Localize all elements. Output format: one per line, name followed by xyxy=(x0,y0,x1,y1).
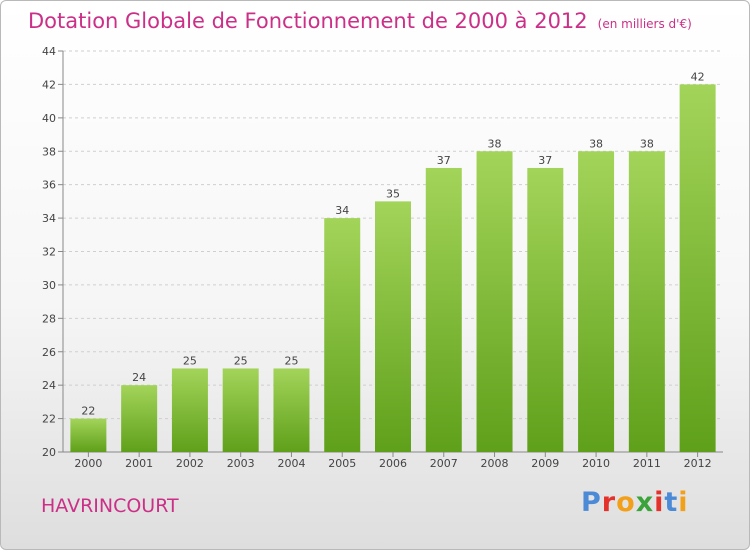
bar xyxy=(222,368,259,452)
bar xyxy=(324,218,361,452)
bar-value-label: 25 xyxy=(183,354,197,367)
y-tick-label: 26 xyxy=(42,346,56,359)
y-tick-label: 28 xyxy=(42,312,56,325)
bar-value-label: 38 xyxy=(640,137,654,150)
x-tick-label: 2003 xyxy=(227,457,255,470)
bar-value-label: 25 xyxy=(234,354,248,367)
x-tick-label: 2010 xyxy=(582,457,610,470)
y-tick-label: 22 xyxy=(42,413,56,426)
y-tick-label: 32 xyxy=(42,246,56,259)
x-tick-label: 2011 xyxy=(633,457,661,470)
y-tick-label: 34 xyxy=(42,212,56,225)
x-tick-label: 2006 xyxy=(379,457,407,470)
bar xyxy=(121,385,158,452)
y-tick-label: 30 xyxy=(42,279,56,292)
x-tick-label: 2005 xyxy=(328,457,356,470)
chart-title: Dotation Globale de Fonctionnement de 20… xyxy=(28,9,588,33)
logo-letter: r xyxy=(601,487,617,518)
x-tick-label: 2008 xyxy=(481,457,509,470)
x-tick-label: 2004 xyxy=(277,457,305,470)
logo-letter: i xyxy=(678,487,689,518)
x-tick-label: 2007 xyxy=(430,457,458,470)
bar xyxy=(527,167,564,453)
logo-letter: t xyxy=(664,487,679,518)
proxiti-logo[interactable]: Proxiti xyxy=(581,487,689,518)
y-tick-label: 24 xyxy=(42,379,56,392)
chart-subtitle: (en milliers d'€) xyxy=(597,17,692,31)
x-tick-label: 2001 xyxy=(125,457,153,470)
bar-value-label: 24 xyxy=(132,371,146,384)
bar xyxy=(273,368,310,452)
logo-letter: o xyxy=(616,487,636,518)
y-tick-label: 44 xyxy=(42,45,56,58)
logo-letter: x xyxy=(635,487,655,518)
y-tick-label: 38 xyxy=(42,145,56,158)
bar-value-label: 25 xyxy=(284,354,298,367)
y-tick-label: 40 xyxy=(42,112,56,125)
bar xyxy=(70,418,107,452)
y-tick-label: 42 xyxy=(42,78,56,91)
bar-value-label: 34 xyxy=(335,204,349,217)
bar xyxy=(375,201,411,452)
bar-value-label: 37 xyxy=(437,154,451,167)
bar xyxy=(679,84,716,453)
title-row: Dotation Globale de Fonctionnement de 20… xyxy=(28,9,692,33)
city-name: HAVRINCOURT xyxy=(41,495,179,517)
bar-value-label: 42 xyxy=(691,70,705,83)
x-tick-label: 2009 xyxy=(531,457,559,470)
bar-value-label: 38 xyxy=(589,137,603,150)
bar xyxy=(425,167,462,453)
bar xyxy=(476,151,513,452)
bar-value-label: 37 xyxy=(538,154,552,167)
y-tick-label: 20 xyxy=(42,446,56,459)
bar-value-label: 38 xyxy=(488,137,502,150)
y-tick-label: 36 xyxy=(42,179,56,192)
x-tick-label: 2000 xyxy=(74,457,102,470)
x-tick-label: 2002 xyxy=(176,457,204,470)
x-tick-label: 2012 xyxy=(684,457,712,470)
logo-letter: P xyxy=(581,487,602,518)
bar-value-label: 35 xyxy=(386,187,400,200)
bar xyxy=(171,368,208,452)
bar-value-label: 22 xyxy=(81,405,95,418)
logo-letter: i xyxy=(654,487,665,518)
bar xyxy=(578,151,615,452)
bar xyxy=(628,151,665,452)
